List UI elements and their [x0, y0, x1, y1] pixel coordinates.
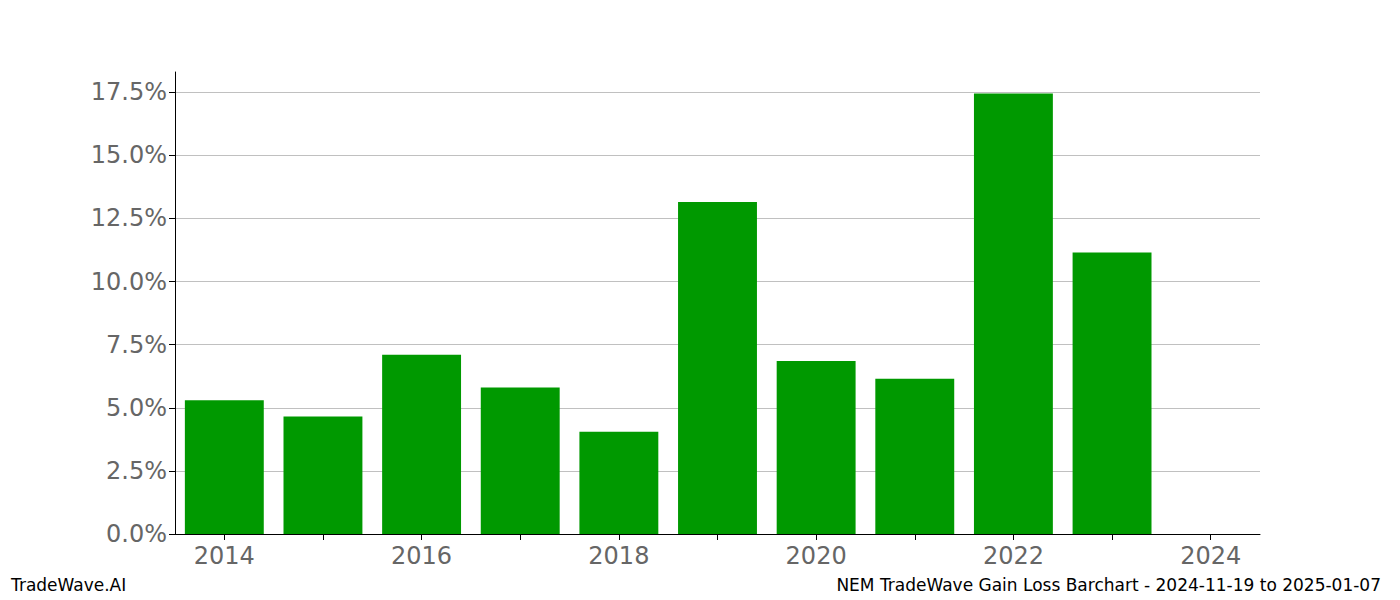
svg-text:TradeWave.AI: TradeWave.AI — [10, 575, 126, 595]
svg-text:10.0%: 10.0% — [91, 268, 167, 296]
svg-text:2024: 2024 — [1180, 542, 1241, 570]
svg-text:15.0%: 15.0% — [91, 141, 167, 169]
svg-text:17.5%: 17.5% — [91, 78, 167, 106]
svg-text:2.5%: 2.5% — [106, 457, 167, 485]
svg-text:7.5%: 7.5% — [106, 331, 167, 359]
svg-text:NEM TradeWave Gain Loss Barcha: NEM TradeWave Gain Loss Barchart - 2024-… — [836, 575, 1381, 595]
svg-text:2014: 2014 — [194, 542, 255, 570]
svg-text:0.0%: 0.0% — [106, 520, 167, 548]
svg-text:2016: 2016 — [391, 542, 452, 570]
svg-text:2018: 2018 — [588, 542, 649, 570]
svg-text:5.0%: 5.0% — [106, 394, 167, 422]
svg-text:12.5%: 12.5% — [91, 204, 167, 232]
svg-text:2020: 2020 — [786, 542, 847, 570]
svg-text:2022: 2022 — [983, 542, 1044, 570]
